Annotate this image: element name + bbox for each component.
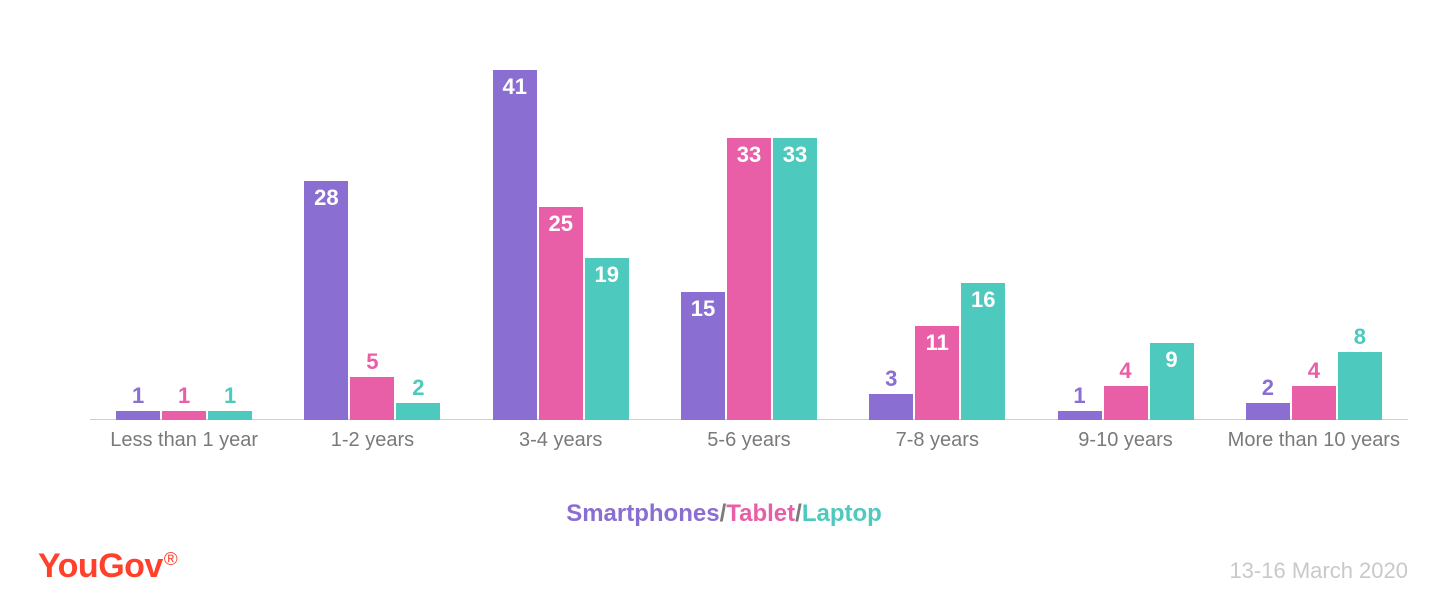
legend-item: Laptop xyxy=(802,500,882,527)
bar: 19 xyxy=(585,258,629,420)
bar-value-label: 4 xyxy=(1119,358,1131,384)
bar-group: 248 xyxy=(1220,50,1408,420)
bar: 9 xyxy=(1150,343,1194,420)
legend-separator: / xyxy=(795,500,802,527)
bars: 3 11 16 xyxy=(843,50,1031,420)
bars: 2852 xyxy=(278,50,466,420)
chart-container: 111285241251915333331116149248 Less than… xyxy=(0,0,1448,614)
bar-group: 2852 xyxy=(278,50,466,420)
legend: Smartphones/Tablet/Laptop xyxy=(0,500,1448,528)
bar: 3 xyxy=(869,394,913,420)
category-label: 3-4 years xyxy=(467,428,655,453)
bar: 5 xyxy=(350,377,394,420)
bar-group: 15 33 33 xyxy=(655,50,843,420)
bar-value-label: 2 xyxy=(412,375,424,401)
bars: 111 xyxy=(90,50,278,420)
bar-value-label: 1 xyxy=(224,383,236,409)
bar: 1 xyxy=(162,411,206,420)
brand-logo-mark: ® xyxy=(164,548,177,569)
bar: 11 xyxy=(915,326,959,420)
bar-value-label: 19 xyxy=(594,262,618,288)
bar-value-label: 15 xyxy=(691,296,715,322)
bar: 4 xyxy=(1292,386,1336,420)
bar-group: 111 xyxy=(90,50,278,420)
bar-value-label: 1 xyxy=(1073,383,1085,409)
bars: 248 xyxy=(1220,50,1408,420)
legend-item: Smartphones xyxy=(566,500,719,527)
bars: 41 25 19 xyxy=(467,50,655,420)
bar-value-label: 9 xyxy=(1165,347,1177,373)
bar: 25 xyxy=(539,207,583,420)
bar: 1 xyxy=(116,411,160,420)
bar-value-label: 5 xyxy=(366,349,378,375)
bar: 33 xyxy=(773,138,817,420)
category-label: Less than 1 year xyxy=(90,428,278,453)
bar-groups: 111285241251915333331116149248 xyxy=(90,50,1408,420)
bar: 16 xyxy=(961,283,1005,420)
bar: 15 xyxy=(681,292,725,420)
bar-group: 41 25 19 xyxy=(467,50,655,420)
bar: 1 xyxy=(1058,411,1102,420)
bar: 28 xyxy=(304,181,348,420)
bar-group: 149 xyxy=(1031,50,1219,420)
bar: 41 xyxy=(493,70,537,420)
bars: 149 xyxy=(1031,50,1219,420)
bar: 4 xyxy=(1104,386,1148,420)
legend-item: Tablet xyxy=(726,500,795,527)
bar: 33 xyxy=(727,138,771,420)
category-label: More than 10 years xyxy=(1220,428,1408,453)
survey-date: 13-16 March 2020 xyxy=(1229,558,1408,584)
bar-value-label: 16 xyxy=(971,287,995,313)
bar-value-label: 25 xyxy=(548,211,572,237)
category-label: 5-6 years xyxy=(655,428,843,453)
bar-value-label: 3 xyxy=(885,366,897,392)
bar-value-label: 33 xyxy=(737,142,761,168)
bar-value-label: 8 xyxy=(1354,324,1366,350)
category-label: 9-10 years xyxy=(1031,428,1219,453)
bar: 8 xyxy=(1338,352,1382,420)
bar: 2 xyxy=(1246,403,1290,420)
bar: 2 xyxy=(396,403,440,420)
category-label: 1-2 years xyxy=(278,428,466,453)
bar-value-label: 2 xyxy=(1262,375,1274,401)
bar-value-label: 1 xyxy=(178,383,190,409)
category-labels: Less than 1 year1-2 years3-4 years5-6 ye… xyxy=(90,428,1408,453)
brand-logo: YouGov® xyxy=(38,547,177,586)
bar-value-label: 41 xyxy=(502,74,526,100)
plot-area: 111285241251915333331116149248 xyxy=(90,50,1408,420)
bar-value-label: 4 xyxy=(1308,358,1320,384)
bar-value-label: 33 xyxy=(783,142,807,168)
bar-value-label: 1 xyxy=(132,383,144,409)
category-label: 7-8 years xyxy=(843,428,1031,453)
bar: 1 xyxy=(208,411,252,420)
brand-logo-text: YouGov xyxy=(38,547,163,585)
bar-value-label: 11 xyxy=(926,330,949,356)
bar-group: 3 11 16 xyxy=(843,50,1031,420)
bar-value-label: 28 xyxy=(314,185,338,211)
bars: 15 33 33 xyxy=(655,50,843,420)
